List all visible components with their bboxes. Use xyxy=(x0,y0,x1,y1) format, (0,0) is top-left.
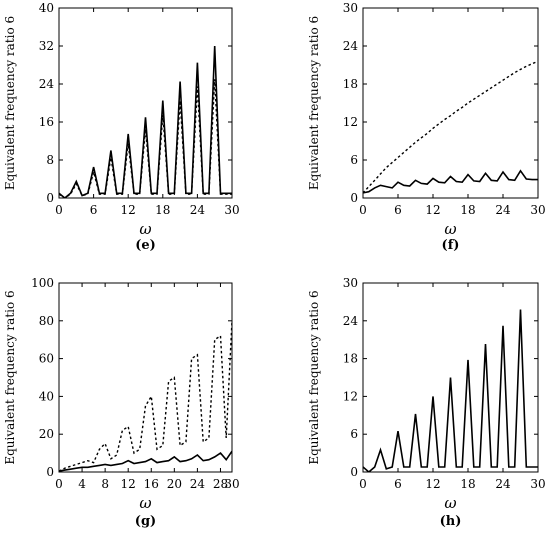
x-axis-label: ω xyxy=(139,220,151,238)
x-tick-label: 12 xyxy=(425,203,440,217)
x-tick-label: 24 xyxy=(190,477,206,491)
solid-series-line xyxy=(59,45,232,198)
plot-frame xyxy=(362,7,539,199)
x-tick-label: 18 xyxy=(460,477,475,491)
x-tick-label: 30 xyxy=(224,477,239,491)
x-tick-label: 12 xyxy=(121,203,136,217)
y-tick-label: 0 xyxy=(350,191,358,205)
solid-series-line xyxy=(59,450,232,472)
y-tick-label: 0 xyxy=(46,465,54,479)
chart-panel: 0 6 12 18 24 30 0 8 16 24 32 40 Equivalent frequency… xyxy=(3,1,240,253)
chart-panel: 0 6 12 18 24 30 0 6 12 18 24 30 Equivalent frequency… xyxy=(307,1,546,253)
y-axis-label: Equivalent frequency ratio 6 xyxy=(307,290,321,464)
y-tick-label: 12 xyxy=(343,389,358,403)
dotted-series-line xyxy=(59,320,232,472)
x-tick-label: 30 xyxy=(224,203,239,217)
y-tick-label: 24 xyxy=(343,314,359,328)
y-tick-label: 24 xyxy=(39,77,55,91)
x-tick-label: 0 xyxy=(55,203,63,217)
plot-frame xyxy=(362,282,539,473)
plot-frame xyxy=(58,7,233,199)
x-tick-label: 12 xyxy=(121,477,136,491)
y-tick-label: 30 xyxy=(343,276,358,290)
y-tick-label: 80 xyxy=(39,314,54,328)
x-tick-label: 6 xyxy=(90,203,98,217)
x-tick-label: 18 xyxy=(155,203,170,217)
x-tick-label: 4 xyxy=(78,477,86,491)
y-axis-label: Equivalent frequency ratio 6 xyxy=(307,16,321,190)
x-tick-label: 0 xyxy=(55,477,63,491)
solid-series-line xyxy=(363,169,538,194)
x-tick-label: 30 xyxy=(530,203,545,217)
y-tick-label: 18 xyxy=(343,352,358,366)
panel-label: (f) xyxy=(442,238,460,253)
x-tick-label: 6 xyxy=(394,203,402,217)
x-tick-label: 16 xyxy=(144,477,159,491)
x-tick-label: 24 xyxy=(190,203,206,217)
x-axis-label: ω xyxy=(139,494,151,512)
x-tick-label: 24 xyxy=(495,203,511,217)
y-tick-label: 0 xyxy=(350,465,358,479)
x-tick-label: 8 xyxy=(101,477,109,491)
y-axis-label: Equivalent frequency ratio 6 xyxy=(3,16,17,190)
y-tick-label: 8 xyxy=(46,153,54,167)
x-tick-label: 6 xyxy=(394,477,402,491)
y-axis-label: Equivalent frequency ratio 6 xyxy=(3,290,17,464)
y-tick-label: 100 xyxy=(31,276,54,290)
y-tick-label: 60 xyxy=(39,352,54,366)
x-tick-label: 0 xyxy=(359,477,367,491)
x-tick-label: 18 xyxy=(460,203,475,217)
y-tick-label: 40 xyxy=(39,1,54,15)
dotted-series-line xyxy=(59,79,232,198)
x-axis-label: ω xyxy=(444,494,456,512)
y-tick-label: 12 xyxy=(343,115,358,129)
y-tick-label: 18 xyxy=(343,77,358,91)
y-tick-label: 6 xyxy=(350,153,358,167)
plot-frame xyxy=(58,282,233,473)
dotted-series-line xyxy=(363,60,538,194)
y-tick-label: 24 xyxy=(343,39,359,53)
x-tick-label: 24 xyxy=(495,477,511,491)
y-tick-label: 16 xyxy=(39,115,54,129)
chart-panel: 0 6 12 18 24 30 0 6 12 18 24 30 Equivalent frequency… xyxy=(307,276,546,529)
y-tick-label: 6 xyxy=(350,427,358,441)
y-tick-label: 30 xyxy=(343,1,358,15)
x-tick-label: 28 xyxy=(213,477,228,491)
panel-label: (e) xyxy=(135,238,156,253)
y-tick-label: 0 xyxy=(46,191,54,205)
x-tick-label: 20 xyxy=(167,477,182,491)
panel-label: (g) xyxy=(135,514,156,529)
y-tick-label: 32 xyxy=(39,39,54,53)
x-tick-label: 0 xyxy=(359,203,367,217)
x-tick-label: 30 xyxy=(530,477,545,491)
x-axis-label: ω xyxy=(444,220,456,238)
panel-label: (h) xyxy=(440,514,462,529)
solid-series-line xyxy=(363,309,538,472)
x-tick-label: 12 xyxy=(425,477,440,491)
y-tick-label: 20 xyxy=(39,427,54,441)
y-tick-label: 40 xyxy=(39,389,54,403)
